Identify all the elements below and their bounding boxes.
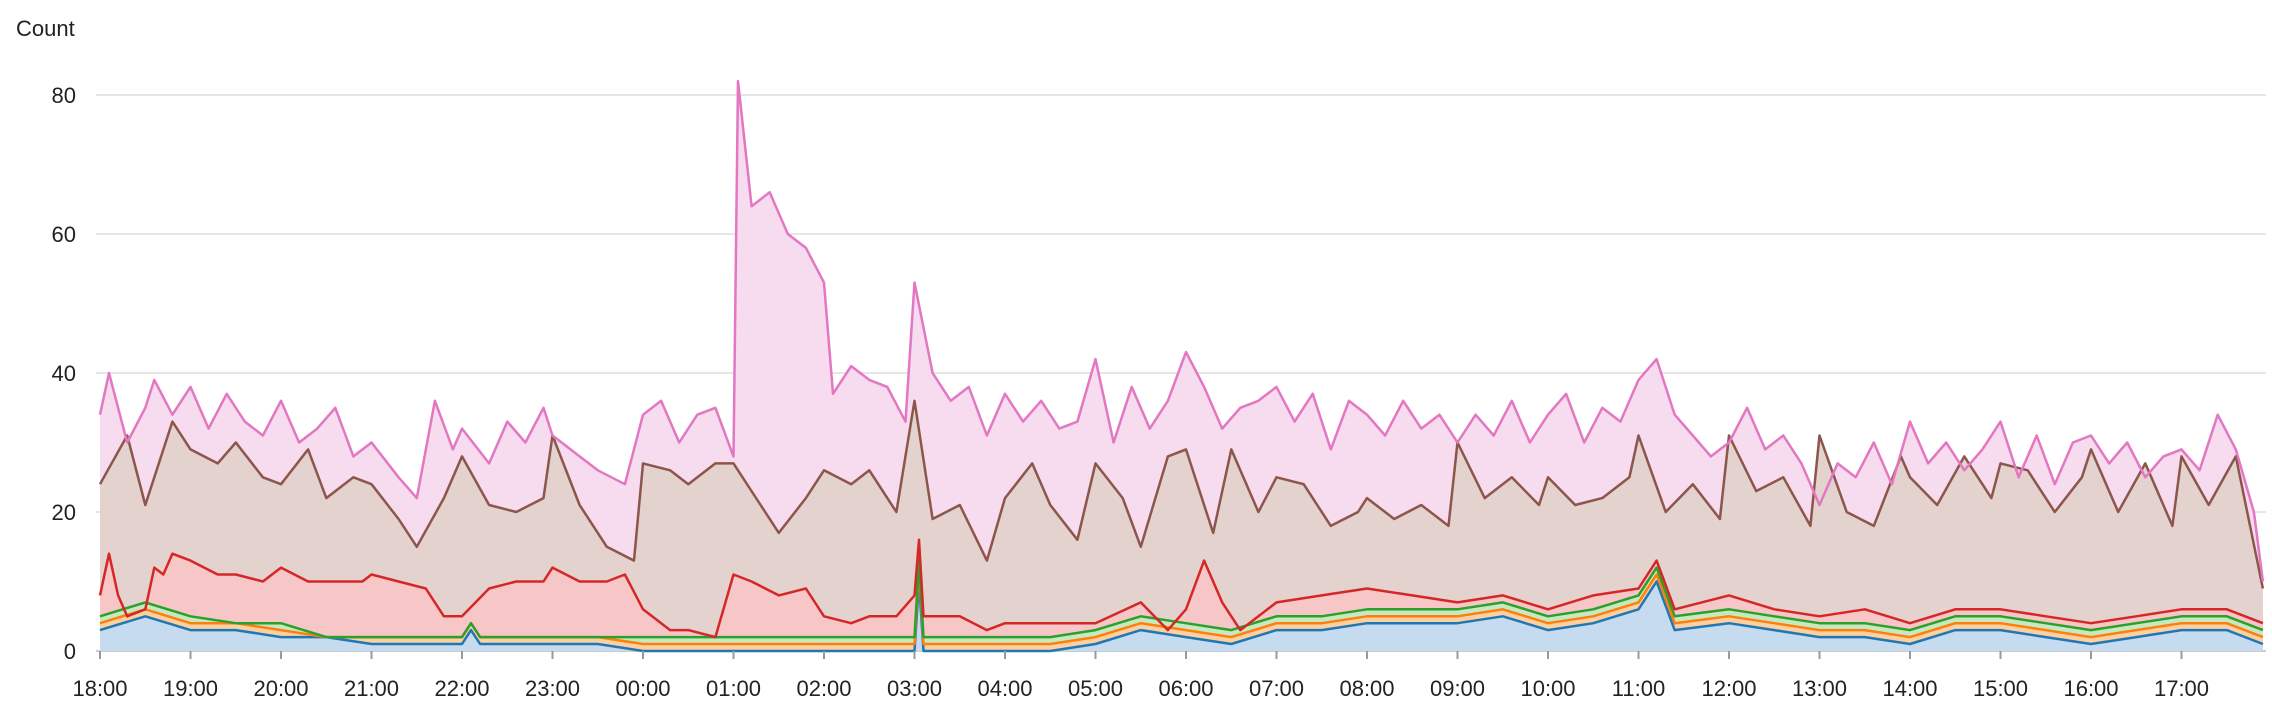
x-tick-label: 10:00 [1520, 676, 1575, 701]
y-axis-label: Count [16, 16, 75, 41]
series-line-2 [99, 559, 2264, 639]
x-tick-label: 15:00 [1973, 676, 2028, 701]
x-tick-label: 06:00 [1158, 676, 1213, 701]
series-area-0 [100, 581, 2263, 651]
x-tick-label: 03:00 [887, 676, 942, 701]
x-tick-label: 01:00 [706, 676, 761, 701]
y-axis: 0 20 40 60 80 [52, 83, 76, 664]
x-tick-label: 02:00 [796, 676, 851, 701]
x-tick-label: 18:00 [72, 676, 127, 701]
x-tick-label: 14:00 [1882, 676, 1937, 701]
x-tick-label: 16:00 [2063, 676, 2118, 701]
x-tick-label: 08:00 [1339, 676, 1394, 701]
x-tick-label: 19:00 [163, 676, 218, 701]
y-tick-label: 80 [52, 83, 76, 108]
series-line-3 [98, 538, 2264, 639]
x-tick-label: 12:00 [1701, 676, 1756, 701]
series-line-0 [99, 580, 2264, 653]
x-tick-label: 21:00 [344, 676, 399, 701]
x-tick-label: 20:00 [253, 676, 308, 701]
series-area-4 [100, 400, 2263, 651]
x-tick-label: 17:00 [2154, 676, 2209, 701]
x-tick-label: 11:00 [1612, 676, 1665, 701]
y-tick-label: 0 [64, 639, 76, 664]
x-tick-label: 09:00 [1430, 676, 1485, 701]
y-tick-label: 20 [52, 500, 76, 525]
y-tick-label: 60 [52, 222, 76, 247]
x-tick-label: 00:00 [615, 676, 670, 701]
x-axis: 18:00 19:00 20:00 21:00 22:00 23:00 00:00 01:00… [72, 651, 2209, 701]
x-tick-label: 04:00 [977, 676, 1032, 701]
y-tick-label: 40 [52, 361, 76, 386]
x-tick-label: 23:00 [525, 676, 580, 701]
series-line-4 [98, 399, 2265, 589]
x-tick-label: 05:00 [1068, 676, 1123, 701]
x-tick-label: 13:00 [1792, 676, 1847, 701]
series-line-5 [98, 79, 2265, 582]
x-tick-label: 22:00 [434, 676, 489, 701]
x-tick-label: 07:00 [1249, 676, 1304, 701]
series-lines [98, 79, 2265, 653]
